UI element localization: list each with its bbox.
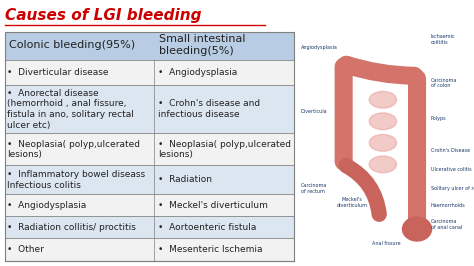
Text: Ischaemic
colititis: Ischaemic colititis [431, 35, 456, 45]
FancyBboxPatch shape [5, 60, 294, 85]
Ellipse shape [369, 91, 397, 108]
Text: Small intestinal
bleeding(5%): Small intestinal bleeding(5%) [159, 34, 245, 56]
Text: •  Mesenteric Ischemia: • Mesenteric Ischemia [158, 245, 262, 254]
Text: •  Neoplasia( polyp,ulcerated
lesions): • Neoplasia( polyp,ulcerated lesions) [7, 139, 140, 159]
FancyBboxPatch shape [5, 133, 294, 165]
Text: Carcinoma
of rectum: Carcinoma of rectum [301, 183, 328, 194]
FancyBboxPatch shape [5, 165, 294, 194]
Text: Haemorrhoids: Haemorrhoids [431, 203, 465, 207]
FancyBboxPatch shape [5, 85, 294, 133]
Ellipse shape [369, 135, 397, 151]
Ellipse shape [369, 113, 397, 130]
Text: Solitary ulcer of rectum: Solitary ulcer of rectum [431, 186, 474, 191]
Text: Diverticula: Diverticula [301, 109, 328, 114]
Text: Anal fissure: Anal fissure [372, 241, 401, 246]
FancyArrowPatch shape [346, 166, 379, 214]
Text: Ulcerative colitis: Ulcerative colitis [431, 167, 471, 172]
Text: •  Angiodysplasia: • Angiodysplasia [7, 201, 86, 210]
Text: Crohn's Disease: Crohn's Disease [431, 148, 470, 152]
Text: •  Inflammatory bowel diseass
Infectious colitis: • Inflammatory bowel diseass Infectious … [7, 170, 145, 190]
Text: •  Aortoenteric fistula: • Aortoenteric fistula [158, 223, 256, 232]
Text: Carcinoma
of anal canal: Carcinoma of anal canal [431, 219, 462, 230]
Text: Colonic bleeding(95%): Colonic bleeding(95%) [9, 40, 136, 50]
Text: •  Angiodysplasia: • Angiodysplasia [158, 68, 237, 77]
FancyBboxPatch shape [5, 32, 294, 60]
Text: •  Crohn's disease and
infectious disease: • Crohn's disease and infectious disease [158, 99, 260, 119]
FancyArrowPatch shape [346, 65, 414, 76]
Text: •  Radiation collitis/ proctitis: • Radiation collitis/ proctitis [7, 223, 136, 232]
Ellipse shape [369, 156, 397, 173]
Text: •  Diverticular disease: • Diverticular disease [7, 68, 109, 77]
FancyBboxPatch shape [5, 216, 294, 238]
Text: •  Neoplasia( polyp,ulcerated
lesions): • Neoplasia( polyp,ulcerated lesions) [158, 139, 291, 159]
Text: •  Other: • Other [7, 245, 44, 254]
Text: •  Anorectal disease
(hemorrhoid , anal fissure,
fistula in ano, solitary rectal: • Anorectal disease (hemorrhoid , anal f… [7, 89, 134, 130]
Text: •  Radiation: • Radiation [158, 175, 212, 184]
Text: •  Meckel's diverticulum: • Meckel's diverticulum [158, 201, 268, 210]
Ellipse shape [402, 217, 431, 241]
Text: Polyps: Polyps [431, 117, 447, 121]
Text: Causes of LGI bleeding: Causes of LGI bleeding [5, 8, 201, 23]
Text: Angiodysplasia: Angiodysplasia [301, 45, 338, 49]
Text: Carcinoma
of colon: Carcinoma of colon [431, 78, 457, 88]
Text: Meckel's
diverticulum: Meckel's diverticulum [337, 197, 368, 208]
FancyBboxPatch shape [5, 194, 294, 216]
FancyBboxPatch shape [5, 238, 294, 261]
